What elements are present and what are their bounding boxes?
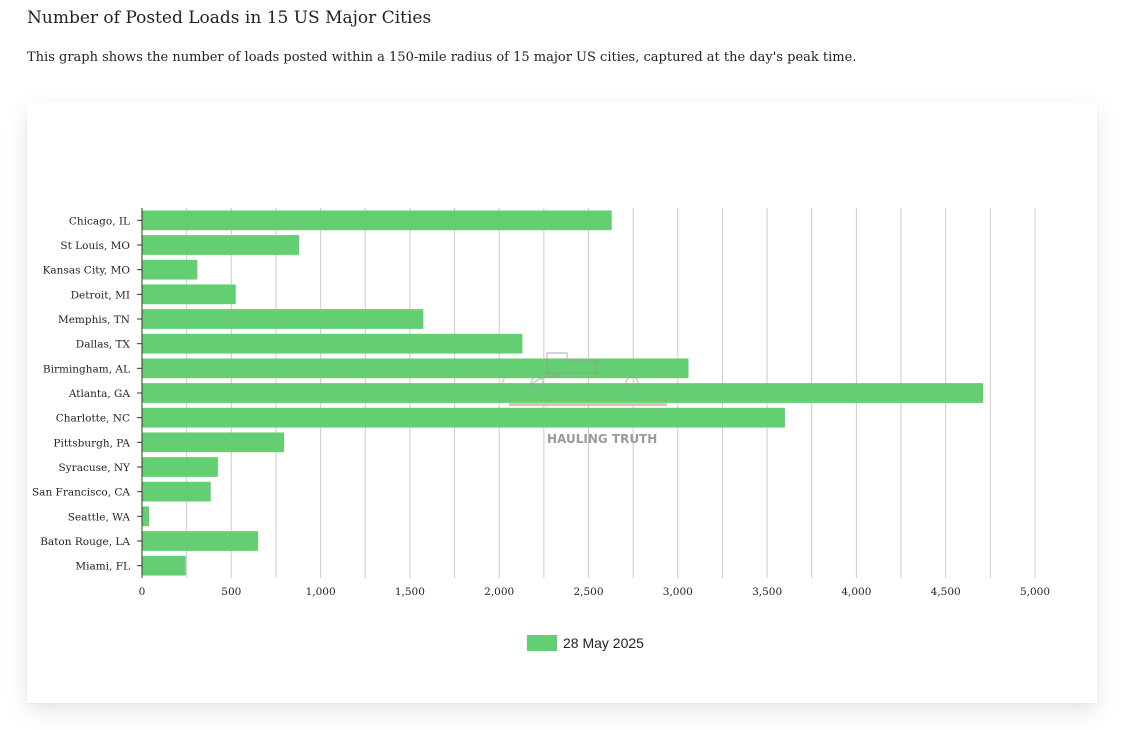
y-tick-label: Atlanta, GA: [68, 388, 131, 400]
wheel-right-icon: [625, 376, 639, 390]
bar: [142, 407, 785, 428]
y-tick-label: St Louis, MO: [60, 240, 130, 252]
x-tick-label: 0: [139, 586, 146, 598]
y-tick-label: Seattle, WA: [68, 511, 131, 523]
bar: [142, 555, 186, 576]
x-tick-label: 5,000: [1020, 586, 1050, 598]
bar: [142, 457, 218, 477]
x-tick-label: 1,000: [306, 586, 336, 598]
y-tick-label: Dallas, TX: [76, 339, 131, 351]
x-tick-label: 3,000: [663, 586, 693, 598]
y-tick-label: Charlotte, NC: [56, 413, 130, 425]
y-tick-label: Syracuse, NY: [59, 462, 132, 474]
legend-swatch: [527, 635, 557, 651]
y-tick-label: Chicago, IL: [69, 215, 130, 227]
page-title: Number of Posted Loads in 15 US Major Ci…: [27, 8, 432, 28]
y-tick-label: Detroit, MI: [71, 289, 130, 301]
chart-card: Chicago, IL St Louis, MO Kansas City, MO De…: [27, 103, 1097, 703]
y-tick-label: Kansas City, MO: [43, 265, 131, 277]
bar: [142, 481, 211, 502]
bar: [142, 333, 523, 354]
bar: [142, 432, 284, 453]
y-tick-label: San Francisco, CA: [32, 487, 130, 499]
bar-chart: Chicago, IL St Louis, MO Kansas City, MO De…: [32, 208, 1050, 598]
chart-legend: 28 May 2025: [527, 635, 644, 651]
bar: [142, 309, 424, 329]
x-tick-label: 2,500: [573, 586, 603, 598]
watermark-text: HAULING TRUTH: [547, 432, 657, 446]
x-tick-label: 2,000: [484, 586, 514, 598]
bar: [142, 210, 612, 231]
x-tick-label: 3,500: [752, 586, 782, 598]
bar: [142, 506, 150, 527]
y-tick-label: Birmingham, AL: [43, 363, 130, 375]
x-tick-label: 4,000: [841, 586, 871, 598]
x-tick-label: 1,500: [395, 586, 425, 598]
bar: [142, 383, 984, 403]
y-tick-label: Baton Rouge, LA: [40, 536, 130, 548]
page-description: This graph shows the number of loads pos…: [27, 50, 857, 65]
bar: [142, 284, 236, 305]
bar: [142, 531, 259, 551]
x-tick-label: 4,500: [931, 586, 961, 598]
hauling-truth-watermark: HAULING TRUTH: [501, 352, 667, 446]
legend-label: 28 May 2025: [563, 635, 644, 651]
y-tick-label: Memphis, TN: [58, 314, 130, 326]
x-tick-label: 500: [221, 586, 241, 598]
y-tick-label: Pittsburgh, PA: [53, 437, 130, 449]
y-tick-label: Miami, FL: [75, 561, 130, 573]
wheel-left-icon: [530, 376, 544, 390]
bar: [142, 259, 198, 280]
bar: [142, 235, 300, 255]
truck-outline-icon: [526, 352, 598, 389]
